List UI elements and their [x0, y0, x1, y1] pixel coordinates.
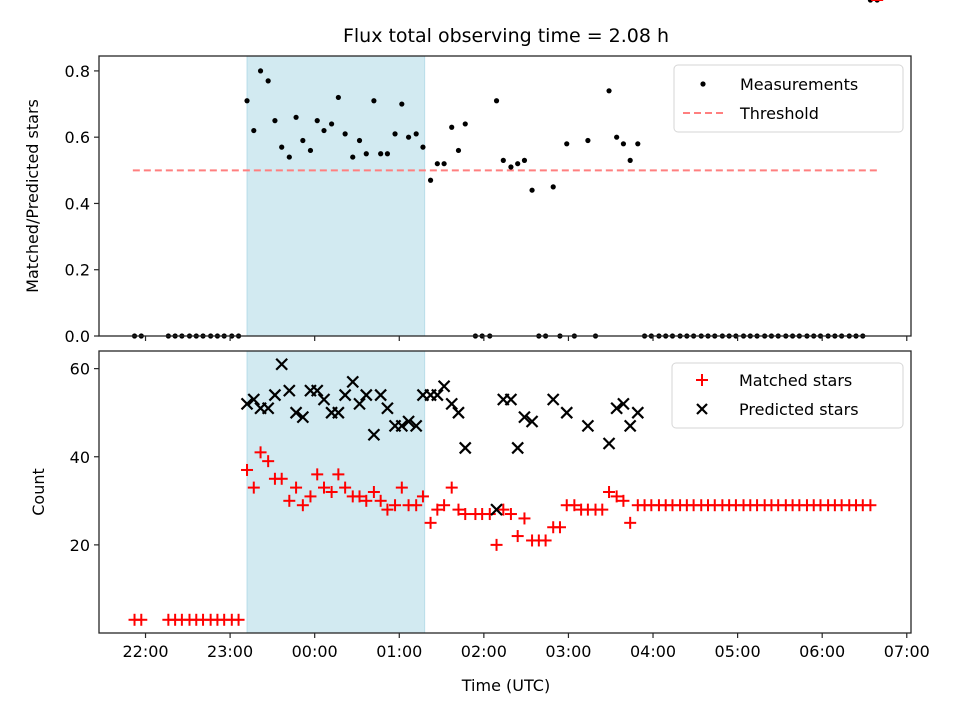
bottom-xtick-label: 02:00: [461, 642, 507, 661]
measurement-point: [329, 121, 334, 126]
measurement-point: [385, 151, 390, 156]
top-ytick-label: 0.8: [65, 62, 90, 81]
measurement-point: [315, 118, 320, 123]
legend-matched-label: Matched stars: [739, 371, 852, 390]
measurement-point: [258, 68, 263, 73]
measurement-point: [378, 151, 383, 156]
figure: Flux total observing time = 2.08 h 0.0 0.…: [0, 0, 960, 720]
measurement-point: [428, 178, 433, 183]
measurement-point: [420, 145, 425, 150]
legend-threshold-label: Threshold: [739, 104, 819, 123]
top-ytick-label: 0.4: [65, 194, 90, 213]
measurement-point: [279, 145, 284, 150]
measurement-point: [300, 138, 305, 143]
measurement-point: [343, 131, 348, 136]
measurement-point: [515, 161, 520, 166]
bottom-xtick-label: 05:00: [715, 642, 761, 661]
bottom-xtick-label: 22:00: [122, 642, 168, 661]
x-axis-label: Time (UTC): [461, 676, 550, 695]
bottom-y-axis-label: Count: [29, 468, 48, 516]
measurement-point: [614, 135, 619, 140]
measurement-point: [522, 158, 527, 163]
measurement-point: [364, 151, 369, 156]
measurement-point: [399, 101, 404, 106]
measurement-point: [293, 115, 298, 120]
measurement-point: [308, 148, 313, 153]
measurement-point: [494, 98, 499, 103]
bottom-ytick-label: 60: [70, 360, 90, 379]
measurement-point: [336, 95, 341, 100]
bottom-ytick-label: 40: [70, 448, 90, 467]
bottom-legend: Matched stars Predicted stars: [672, 363, 903, 428]
measurement-point: [371, 98, 376, 103]
measurement-point: [406, 135, 411, 140]
bottom-xtick-label: 03:00: [545, 642, 591, 661]
top-y-axis-label: Matched/Predicted stars: [23, 99, 42, 293]
top-ytick-label: 0.2: [65, 261, 90, 280]
chart-title: Flux total observing time = 2.08 h: [343, 25, 669, 47]
measurement-point: [266, 78, 271, 83]
measurement-point: [350, 154, 355, 159]
bottom-xtick-label: 01:00: [376, 642, 422, 661]
measurement-point: [449, 125, 454, 130]
measurement-point: [321, 128, 326, 133]
measurement-point: [606, 88, 611, 93]
measurement-point: [251, 128, 256, 133]
legend-predicted-label: Predicted stars: [739, 400, 859, 419]
measurement-point: [414, 131, 419, 136]
measurement-point: [585, 138, 590, 143]
bottom-ytick-label: 20: [70, 536, 90, 555]
measurement-point: [508, 164, 513, 169]
measurement-point: [272, 118, 277, 123]
measurement-point: [244, 98, 249, 103]
bottom-xtick-label: 00:00: [292, 642, 338, 661]
measurement-point: [635, 141, 640, 146]
measurement-point: [357, 138, 362, 143]
legend-measurements-marker: [700, 81, 705, 86]
measurement-point: [564, 141, 569, 146]
measurement-point: [442, 161, 447, 166]
measurement-point: [456, 148, 461, 153]
measurement-point: [501, 158, 506, 163]
measurement-point: [621, 141, 626, 146]
measurement-point: [628, 158, 633, 163]
measurement-point: [529, 188, 534, 193]
measurement-point: [463, 121, 468, 126]
bottom-xtick-label: 23:00: [207, 642, 253, 661]
measurement-point: [392, 131, 397, 136]
measurement-point: [287, 154, 292, 159]
observing-window-span: [247, 56, 425, 336]
bottom-xtick-label: 06:00: [799, 642, 845, 661]
top-ytick-label: 0.0: [65, 327, 90, 346]
top-ytick-label: 0.6: [65, 128, 90, 147]
legend-measurements-label: Measurements: [740, 75, 858, 94]
top-legend: Measurements Threshold: [674, 65, 903, 132]
measurement-point: [435, 161, 440, 166]
measurement-point: [551, 184, 556, 189]
bottom-xtick-label: 04:00: [630, 642, 676, 661]
bottom-xtick-label: 07:00: [884, 642, 930, 661]
